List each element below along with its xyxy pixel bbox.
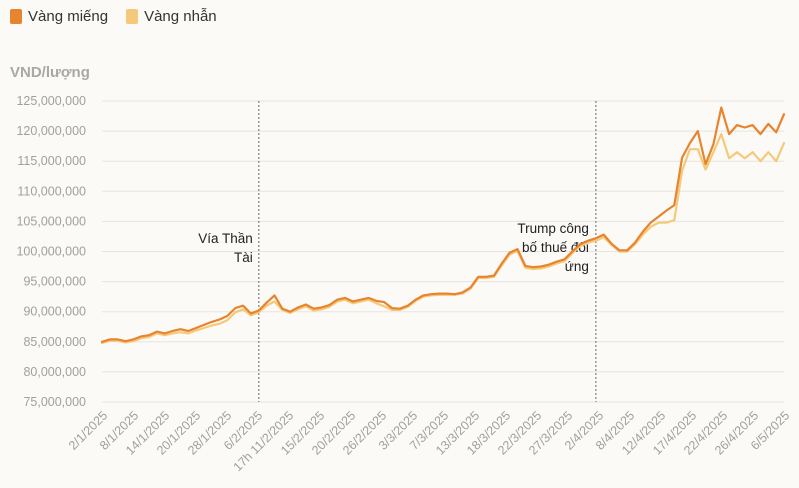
legend-swatch-vang-mieng xyxy=(10,9,22,24)
annotation-label: Trump công xyxy=(517,221,589,236)
y-tick-label: 90,000,000 xyxy=(23,305,86,319)
y-tick-label: 95,000,000 xyxy=(23,275,86,289)
y-axis-label: VND/lượng xyxy=(10,64,90,81)
legend-swatch-vang-nhan xyxy=(126,9,139,24)
y-tick-label: 125,000,000 xyxy=(16,94,86,108)
annotation-label: Tài xyxy=(234,250,253,265)
annotation-label: Vía Thần xyxy=(198,231,253,246)
series-line-vang-nhan xyxy=(100,133,786,345)
legend-label-vang-mieng: Vàng miếng xyxy=(28,8,109,25)
legend-item-vang-nhan[interactable]: Vàng nhẫn xyxy=(126,8,217,25)
y-tick-label: 110,000,000 xyxy=(17,184,86,198)
y-tick-label: 120,000,000 xyxy=(16,124,86,138)
y-tick-label: 115,000,000 xyxy=(17,154,86,168)
y-tick-label: 85,000,000 xyxy=(23,335,86,349)
annotation-label: ứng xyxy=(565,259,589,274)
legend: Vàng miếng Vàng nhẫn xyxy=(10,8,217,25)
y-tick-label: 75,000,000 xyxy=(23,395,86,409)
y-tick-label: 80,000,000 xyxy=(23,365,86,379)
series-line-vang-mieng xyxy=(100,106,786,343)
y-tick-label: 100,000,000 xyxy=(16,245,86,259)
legend-item-vang-mieng[interactable]: Vàng miếng xyxy=(10,8,108,25)
legend-label-vang-nhan: Vàng nhẫn xyxy=(144,8,217,25)
y-tick-label: 105,000,000 xyxy=(16,214,86,228)
